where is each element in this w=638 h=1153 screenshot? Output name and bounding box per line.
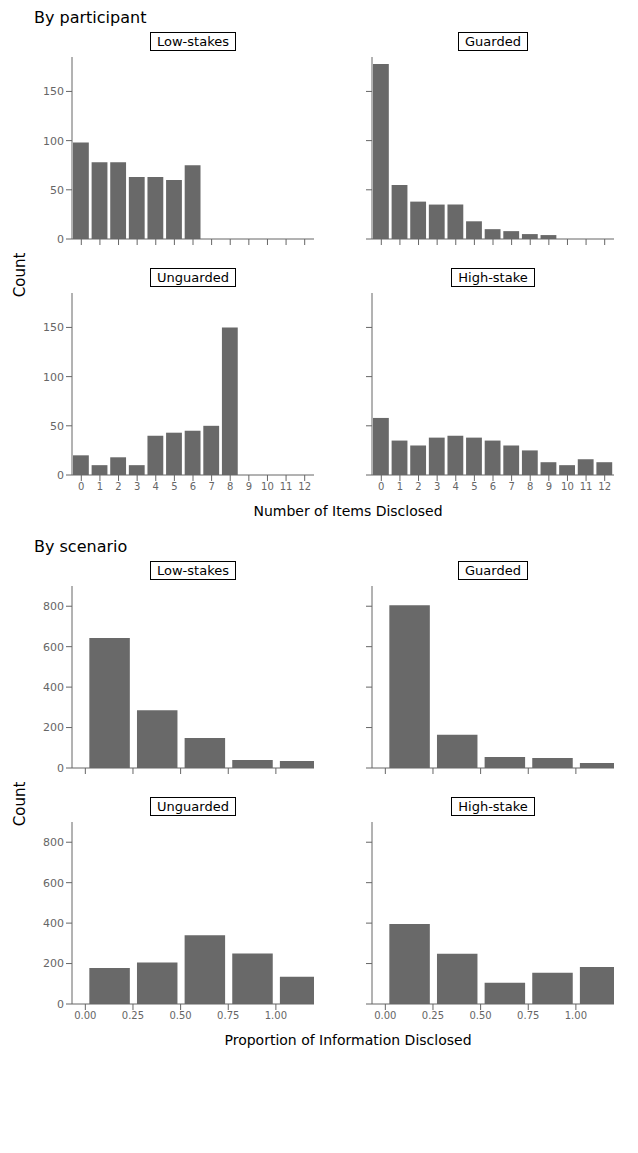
svg-text:600: 600 [43, 641, 64, 654]
html-text:Low-stakes: Low-stakes [157, 34, 229, 49]
svg-text:0.50: 0.50 [169, 1010, 191, 1021]
svg-text:400: 400 [43, 917, 64, 930]
html-text:Guarded: Guarded [465, 34, 521, 49]
svg-text:8: 8 [527, 481, 533, 492]
html-text:Proportion of Information Disc: Proportion of Information Disclosed [224, 1032, 472, 1048]
svg-text:0.25: 0.25 [422, 1010, 444, 1021]
svg-text:7: 7 [208, 481, 214, 492]
svg-text:0.50: 0.50 [469, 1010, 491, 1021]
html-text:High-stake: High-stake [458, 270, 528, 285]
svg-text:0: 0 [78, 481, 84, 492]
html-text:By scenario: By scenario [34, 537, 128, 556]
html-text:Count: Count [11, 781, 29, 827]
svg-text:6: 6 [490, 481, 496, 492]
svg-text:10: 10 [561, 481, 574, 492]
html-text:Number of Items Disclosed: Number of Items Disclosed [253, 503, 443, 519]
svg-text:0.00: 0.00 [74, 1010, 96, 1021]
svg-text:0: 0 [378, 481, 384, 492]
html-text:Guarded: Guarded [465, 563, 521, 578]
svg-text:0.75: 0.75 [217, 1010, 239, 1021]
svg-text:1.00: 1.00 [565, 1010, 587, 1021]
svg-text:1.00: 1.00 [265, 1010, 287, 1021]
svg-text:5: 5 [171, 481, 177, 492]
svg-text:1: 1 [97, 481, 103, 492]
svg-text:0.25: 0.25 [122, 1010, 144, 1021]
svg-text:12: 12 [598, 481, 611, 492]
svg-text:600: 600 [43, 877, 64, 890]
svg-text:3: 3 [434, 481, 440, 492]
svg-text:0: 0 [57, 762, 64, 775]
svg-text:5: 5 [471, 481, 477, 492]
svg-text:0: 0 [57, 233, 64, 246]
html-text:Low-stakes: Low-stakes [157, 563, 229, 578]
svg-text:4: 4 [153, 481, 159, 492]
svg-text:8: 8 [227, 481, 233, 492]
svg-text:200: 200 [43, 957, 64, 970]
svg-text:11: 11 [580, 481, 593, 492]
html-text:Unguarded: Unguarded [157, 270, 229, 285]
html-text:Unguarded: Unguarded [157, 799, 229, 814]
html-text:Count: Count [11, 252, 29, 298]
svg-text:11: 11 [280, 481, 293, 492]
svg-text:800: 800 [43, 836, 64, 849]
svg-text:150: 150 [43, 321, 64, 334]
svg-text:2: 2 [415, 481, 421, 492]
svg-text:9: 9 [546, 481, 552, 492]
svg-text:0: 0 [57, 469, 64, 482]
svg-text:2: 2 [115, 481, 121, 492]
svg-text:800: 800 [43, 600, 64, 613]
svg-text:12: 12 [298, 481, 311, 492]
svg-text:1: 1 [397, 481, 403, 492]
svg-text:50: 50 [50, 420, 64, 433]
svg-text:100: 100 [43, 135, 64, 148]
svg-text:400: 400 [43, 681, 64, 694]
svg-text:6: 6 [190, 481, 196, 492]
svg-text:100: 100 [43, 371, 64, 384]
svg-text:0: 0 [57, 998, 64, 1011]
svg-text:0.00: 0.00 [374, 1010, 396, 1021]
svg-text:10: 10 [261, 481, 274, 492]
svg-text:3: 3 [134, 481, 140, 492]
svg-text:150: 150 [43, 85, 64, 98]
svg-text:50: 50 [50, 184, 64, 197]
svg-text:0.75: 0.75 [517, 1010, 539, 1021]
html-text:High-stake: High-stake [458, 799, 528, 814]
svg-text:4: 4 [453, 481, 459, 492]
svg-text:7: 7 [508, 481, 514, 492]
svg-text:200: 200 [43, 721, 64, 734]
html-text:By participant: By participant [34, 8, 147, 27]
svg-text:9: 9 [246, 481, 252, 492]
